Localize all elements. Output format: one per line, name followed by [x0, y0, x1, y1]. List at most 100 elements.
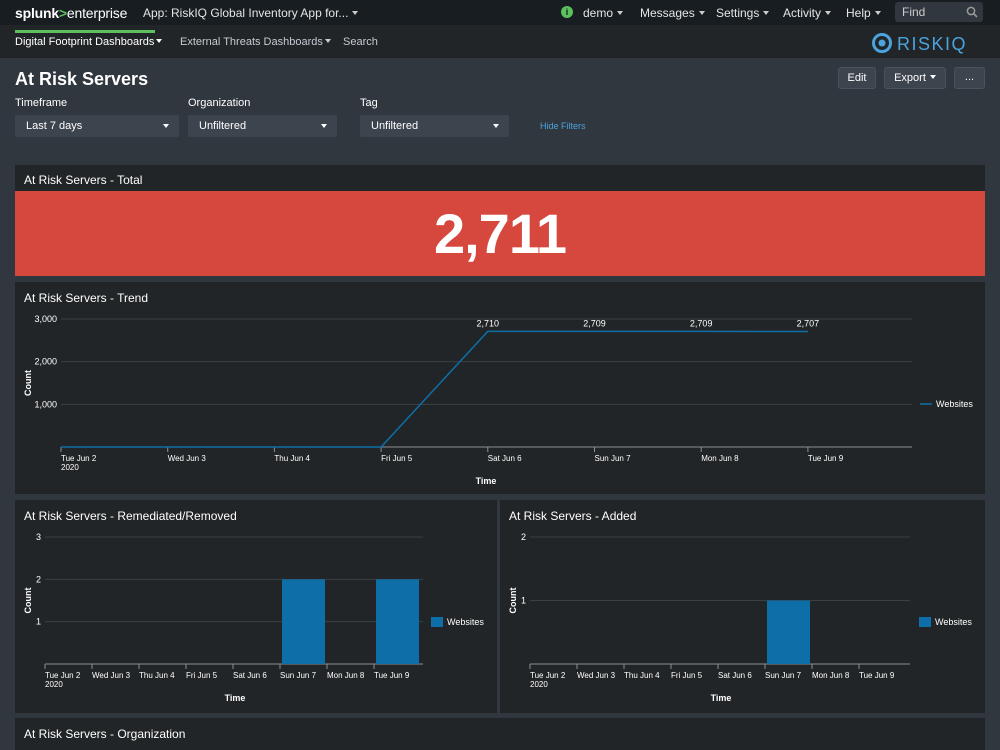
chevron-down-icon — [929, 75, 936, 80]
x-tick-label: Tue Jun 9 — [374, 671, 410, 680]
total-value: 2,711 — [433, 202, 567, 265]
x-tick-label: Mon Jun 8 — [701, 454, 739, 463]
x-tick-label: Tue Jun 2 — [45, 671, 81, 680]
y-tick-label: 2 — [36, 574, 41, 584]
hide-filters-link[interactable]: Hide Filters — [540, 121, 586, 131]
tag-dropdown[interactable]: Unfiltered — [360, 115, 509, 137]
x-tick-label: Sun Jun 7 — [765, 671, 802, 680]
x-tick-label: Wed Jun 3 — [168, 454, 207, 463]
timeframe-label: Timeframe — [15, 97, 68, 109]
chevron-down-icon — [825, 10, 832, 15]
legend-swatch — [431, 617, 443, 627]
organization-dropdown[interactable]: Unfiltered — [188, 115, 337, 137]
x-tick-label: Fri Jun 5 — [186, 671, 218, 680]
chevron-down-icon — [352, 10, 359, 15]
y-tick-label: 1 — [36, 617, 41, 627]
chevron-down-icon — [324, 39, 331, 44]
data-label: 2,707 — [797, 319, 820, 329]
app-menu-label: App: RiskIQ Global Inventory App for... — [143, 6, 349, 20]
messages-menu[interactable]: Messages — [640, 6, 705, 20]
remediated-panel-title: At Risk Servers - Remediated/Removed — [24, 509, 237, 523]
chevron-down-icon — [163, 124, 169, 128]
x-axis-title: Time — [711, 693, 732, 703]
nav-digital-footprint-dashboards[interactable]: Digital Footprint Dashboards — [15, 36, 163, 48]
bar-websites — [376, 579, 419, 664]
x-tick-label: Tue Jun 9 — [808, 454, 844, 463]
total-single-value[interactable]: 2,711 — [15, 191, 985, 276]
organization-label: Organization — [188, 97, 251, 109]
x-tick-label: Sun Jun 7 — [280, 671, 317, 680]
chevron-down-icon — [698, 10, 705, 15]
settings-menu-label: Settings — [716, 6, 760, 20]
y-tick-label: 2 — [521, 532, 526, 542]
find-input[interactable] — [895, 2, 965, 22]
nav-label: External Threats Dashboards — [180, 36, 323, 48]
riskiq-logo-text: RISKIQ — [897, 34, 968, 54]
y-tick-label: 1 — [521, 596, 526, 606]
help-menu[interactable]: Help — [846, 6, 881, 20]
x-tick-label: Mon Jun 8 — [327, 671, 365, 680]
y-tick-label: 2,000 — [34, 357, 57, 367]
x-tick-label: Tue Jun 2 — [530, 671, 566, 680]
remediated-panel: At Risk Servers - Remediated/Removed 1 2 3… — [15, 500, 497, 713]
organization-panel: At Risk Servers - Organization — [15, 718, 985, 750]
top-bar: splunk>enterprise App: RiskIQ Global Inv… — [0, 0, 1000, 25]
user-menu-label: demo — [583, 6, 614, 20]
app-menu[interactable]: App: RiskIQ Global Inventory App for... — [143, 6, 359, 20]
user-avatar[interactable]: i — [561, 6, 573, 18]
legend-label-websites: Websites — [447, 617, 484, 627]
find-box — [895, 2, 983, 22]
x-tick-label: Thu Jun 4 — [274, 454, 310, 463]
x-tick-label: Sun Jun 7 — [595, 454, 632, 463]
nav-external-threats-dashboards[interactable]: External Threats Dashboards — [180, 36, 331, 48]
edit-button[interactable]: Edit — [838, 67, 876, 89]
tag-label: Tag — [360, 97, 378, 109]
bar-websites — [282, 579, 325, 664]
activity-menu-label: Activity — [783, 6, 822, 20]
y-axis-title: Count — [23, 370, 33, 396]
bar-websites — [767, 600, 810, 664]
more-actions-button[interactable]: ... — [954, 67, 985, 89]
added-panel-title: At Risk Servers - Added — [509, 509, 637, 523]
user-menu[interactable]: demo — [583, 6, 624, 20]
search-icon[interactable] — [966, 6, 978, 18]
chevron-down-icon — [156, 39, 163, 44]
chevron-down-icon — [493, 124, 499, 128]
data-label: 2,709 — [583, 318, 606, 328]
logo-text-splunk: splunk — [15, 5, 59, 21]
total-panel-title: At Risk Servers - Total — [24, 173, 143, 187]
organization-value: Unfiltered — [199, 120, 247, 132]
x-tick-label: Mon Jun 8 — [812, 671, 850, 680]
x-tick-label: Thu Jun 4 — [624, 671, 660, 680]
timeframe-dropdown[interactable]: Last 7 days — [15, 115, 179, 137]
x-tick-label: Wed Jun 3 — [92, 671, 131, 680]
x-axis-title: Time — [476, 476, 497, 486]
help-menu-label: Help — [846, 6, 871, 20]
chevron-down-icon — [874, 10, 881, 15]
legend-label-websites: Websites — [936, 399, 973, 409]
x-tick-label: Thu Jun 4 — [139, 671, 175, 680]
organization-panel-title: At Risk Servers - Organization — [24, 727, 186, 741]
active-nav-underline — [15, 30, 155, 33]
series-line-websites — [61, 330, 808, 448]
x-tick-label: Wed Jun 3 — [577, 671, 616, 680]
nav-search[interactable]: Search — [343, 36, 378, 48]
x-tick-label: Fri Jun 5 — [671, 671, 703, 680]
legend-label-websites: Websites — [935, 617, 972, 627]
export-button-label: Export — [894, 72, 926, 84]
legend-swatch — [919, 617, 931, 627]
settings-menu[interactable]: Settings — [716, 6, 770, 20]
added-panel: At Risk Servers - Added 1 2 Tue Jun 2 2020 W… — [500, 500, 985, 713]
nav-label: Search — [343, 36, 378, 48]
timeframe-value: Last 7 days — [26, 120, 83, 132]
y-axis-title: Count — [23, 588, 33, 614]
activity-menu[interactable]: Activity — [783, 6, 832, 20]
export-button[interactable]: Export — [884, 67, 946, 89]
x-axis-title: Time — [225, 693, 246, 703]
logo-text-arrow: > — [58, 5, 67, 21]
chevron-down-icon — [321, 124, 327, 128]
splunk-logo[interactable]: splunk>enterprise — [15, 5, 127, 21]
